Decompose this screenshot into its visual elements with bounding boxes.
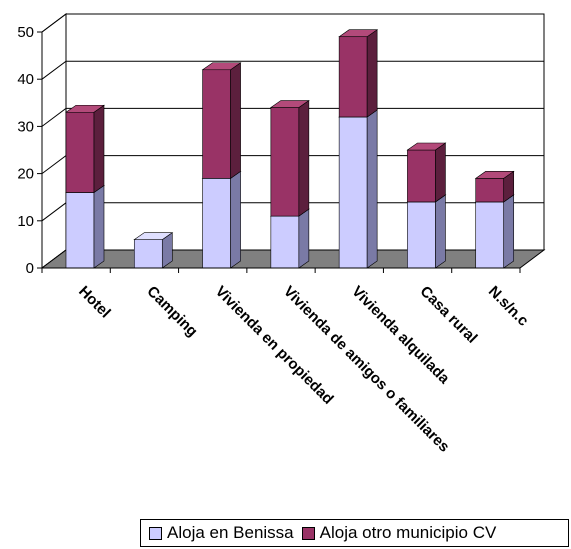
x-tick-label: N.s/n.c: [485, 283, 532, 330]
bar-side: [298, 99, 310, 217]
bar-otro-municipio: [201, 62, 242, 179]
x-tick-label: Casa rural: [417, 283, 481, 347]
bar-benissa: [201, 170, 242, 269]
bar-side: [366, 109, 378, 269]
bar-side: [503, 194, 515, 269]
y-tick-label: 30: [17, 118, 34, 135]
bar-side: [366, 29, 378, 118]
y-tick-label: 0: [26, 260, 34, 277]
bar-top: [406, 142, 447, 151]
bar-front: [133, 239, 163, 269]
x-tick-label: Vivienda en propiedad: [212, 283, 337, 408]
bar-benissa: [133, 232, 174, 269]
bar-front: [202, 178, 231, 269]
bar-top: [201, 62, 242, 71]
bar-side: [93, 184, 105, 269]
bar-benissa: [65, 184, 105, 269]
bar-front: [65, 111, 95, 193]
bar-front: [407, 201, 436, 269]
bar-top: [269, 100, 310, 108]
legend-label-otro-municipio: Aloja otro municipio CV: [319, 523, 497, 542]
side-wall: [41, 13, 67, 269]
legend-swatch-benissa: [149, 526, 162, 540]
legend-item-otro-municipio: Aloja otro municipio CV: [301, 523, 497, 543]
gridline: [41, 13, 544, 33]
bar-front: [338, 116, 368, 269]
legend-label-benissa: Aloja en Benissa: [167, 523, 294, 542]
y-tick-label: 50: [17, 24, 34, 41]
y-tick-label: 20: [17, 166, 34, 183]
bar-front: [338, 36, 368, 118]
bar-top: [65, 104, 105, 113]
bar-side: [93, 104, 105, 194]
bar-benissa: [338, 109, 379, 269]
y-tick-label: 40: [17, 71, 34, 88]
chart-bars: [65, 29, 515, 269]
bar-side: [435, 194, 446, 269]
gridline: [41, 107, 544, 127]
gridline: [41, 60, 544, 80]
bar-front: [202, 69, 231, 179]
x-axis-labels: Hotel Camping Vivienda en propiedadViviend…: [75, 283, 532, 456]
legend-item-benissa: Aloja en Benissa: [149, 523, 294, 543]
bar-otro-municipio: [474, 170, 515, 203]
bar-benissa: [474, 194, 515, 269]
x-tick-label: Hotel: [75, 283, 114, 322]
bar-top: [474, 171, 515, 179]
bar-benissa: [269, 208, 310, 269]
bar-otro-municipio: [65, 104, 105, 194]
bar-top: [133, 232, 174, 240]
bar-front: [475, 178, 505, 203]
x-tick-label: Camping: [143, 283, 200, 340]
bar-front: [475, 201, 505, 269]
bar-side: [298, 208, 310, 269]
bar-front: [270, 107, 300, 217]
bar-front: [65, 192, 95, 269]
bar-benissa: [406, 194, 447, 269]
y-axis: 0 10 20 30 40 50: [17, 24, 521, 277]
legend: Aloja en Benissa Aloja otro municipio CV: [140, 519, 569, 547]
bar-side: [230, 62, 241, 179]
legend-swatch-otro-municipio: [301, 526, 315, 540]
bar-otro-municipio: [338, 29, 379, 118]
bar-front: [407, 149, 436, 203]
y-tick-label: 10: [17, 213, 34, 230]
bar-top: [338, 29, 379, 38]
bar-otro-municipio: [269, 99, 310, 217]
bar-otro-municipio: [406, 142, 447, 203]
bar-side: [230, 170, 241, 269]
bar-front: [270, 215, 300, 269]
bar-side: [435, 142, 446, 203]
